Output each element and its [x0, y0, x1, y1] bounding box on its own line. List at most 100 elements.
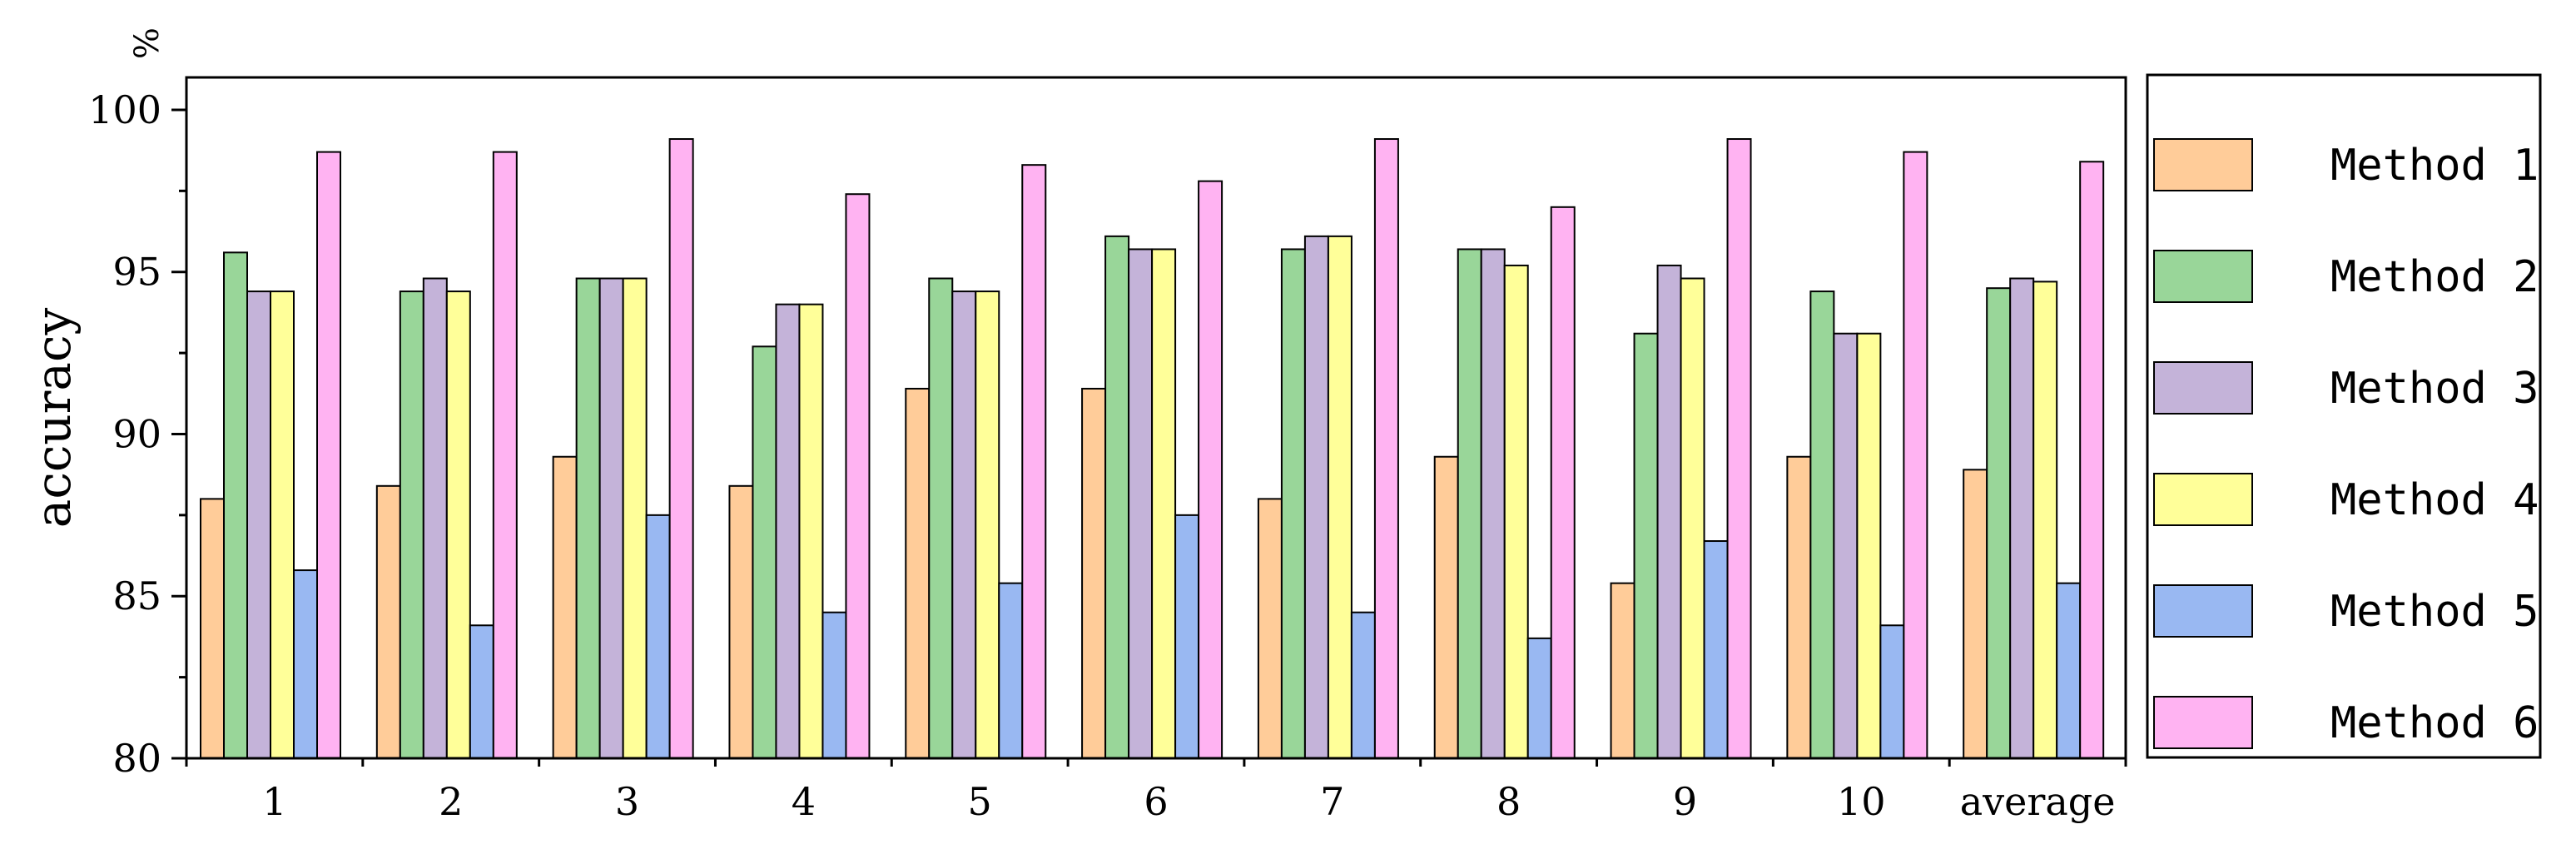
bar-method-4-1 — [270, 290, 295, 760]
bar-method-1-7 — [1257, 498, 1283, 760]
bar-method-4-average — [2033, 281, 2058, 759]
bar-method-5-average — [2056, 582, 2082, 760]
bar-method-1-9 — [1610, 582, 1635, 760]
bar-method-2-3 — [575, 277, 601, 759]
legend-label-3: Method 3 — [2330, 364, 2539, 414]
bar-method-4-6 — [1151, 248, 1177, 759]
y-tick-label: 95 — [112, 250, 161, 295]
legend-label-2: Method 2 — [2330, 252, 2539, 302]
x-tick-label: 4 — [792, 779, 816, 824]
x-tick-label: 6 — [1144, 779, 1168, 824]
bar-method-2-5 — [928, 277, 954, 759]
x-tick-label: average — [1960, 779, 2116, 824]
bar-method-5-10 — [1879, 624, 1905, 759]
bar-method-2-6 — [1104, 235, 1130, 760]
bar-method-1-5 — [905, 387, 931, 759]
bar-method-4-5 — [975, 290, 1000, 760]
bar-method-4-2 — [445, 290, 471, 760]
bar-method-4-10 — [1856, 332, 1882, 759]
y-axis-label: accuracy — [25, 308, 82, 529]
legend: Method 1 Method 2 Method 3 Method 4 Method 5… — [2146, 73, 2542, 759]
bar-method-2-8 — [1457, 248, 1482, 759]
x-tick-label: 1 — [262, 779, 286, 824]
legend-swatch-5 — [2153, 584, 2253, 638]
bar-method-5-6 — [1174, 514, 1200, 759]
bar-method-6-9 — [1726, 138, 1752, 759]
bar-method-1-4 — [728, 484, 754, 759]
bar-method-2-9 — [1633, 332, 1659, 759]
bar-method-1-6 — [1081, 387, 1107, 759]
legend-swatch-6 — [2153, 696, 2253, 749]
bar-method-3-10 — [1833, 332, 1859, 759]
y-axis: 80 85 90 95 100 — [88, 87, 186, 781]
x-axis: 1 2 3 4 5 6 7 8 9 10 average — [185, 758, 2127, 824]
bar-method-6-5 — [1021, 164, 1047, 759]
bar-method-3-7 — [1303, 235, 1329, 760]
bar-method-2-1 — [223, 251, 248, 760]
bar-method-4-7 — [1327, 235, 1353, 760]
bar-method-6-7 — [1373, 138, 1399, 759]
legend-label-4: Method 4 — [2330, 475, 2539, 525]
bar-method-1-3 — [552, 455, 578, 759]
bar-method-6-8 — [1550, 206, 1576, 760]
bar-method-4-9 — [1680, 277, 1705, 759]
bar-method-1-average — [1963, 469, 1988, 759]
bar-method-5-1 — [293, 569, 318, 759]
bar-method-3-5 — [951, 290, 977, 760]
bar-method-2-7 — [1280, 248, 1306, 759]
y-tick-label: 100 — [88, 87, 161, 132]
y-tick-label: 90 — [112, 411, 161, 456]
bar-method-4-4 — [798, 303, 824, 759]
legend-swatch-2 — [2153, 250, 2253, 303]
bar-method-3-8 — [1480, 248, 1506, 759]
bar-method-4-8 — [1503, 264, 1529, 759]
bar-method-6-6 — [1198, 180, 1223, 759]
bar-method-1-8 — [1433, 455, 1459, 759]
bar-method-3-average — [2009, 277, 2035, 759]
bar-method-5-5 — [998, 582, 1024, 760]
bar-method-2-average — [1986, 287, 2012, 759]
bar-method-6-4 — [845, 193, 871, 759]
legend-swatch-4 — [2153, 473, 2253, 526]
legend-swatch-3 — [2153, 361, 2253, 415]
bar-method-3-3 — [598, 277, 624, 759]
bar-method-4-3 — [622, 277, 648, 759]
bar-method-2-10 — [1809, 290, 1835, 760]
bar-method-6-average — [2079, 161, 2105, 759]
x-tick-label: 5 — [968, 779, 992, 824]
bars-group — [200, 138, 2105, 760]
y-tick-label: 80 — [112, 736, 161, 781]
plot-frame — [185, 76, 2127, 760]
legend-frame — [2146, 73, 2542, 759]
x-tick-label: 3 — [615, 779, 639, 824]
bar-method-1-1 — [200, 498, 225, 760]
bar-method-3-2 — [422, 277, 448, 759]
bar-method-3-9 — [1656, 264, 1682, 759]
bar-method-6-10 — [1903, 151, 1928, 760]
bar-method-5-3 — [645, 514, 671, 759]
bar-method-6-1 — [316, 151, 341, 760]
bar-method-5-7 — [1350, 611, 1376, 760]
bar-method-2-2 — [399, 290, 424, 760]
bar-method-3-1 — [246, 290, 271, 760]
x-tick-label: 8 — [1496, 779, 1521, 824]
x-tick-label: 9 — [1673, 779, 1697, 824]
legend-label-5: Method 5 — [2330, 587, 2539, 637]
bar-method-5-9 — [1703, 540, 1729, 759]
x-tick-label: 7 — [1320, 779, 1344, 824]
bar-method-1-2 — [375, 484, 401, 759]
bar-method-5-2 — [469, 624, 494, 759]
bar-method-1-10 — [1786, 455, 1812, 759]
x-tick-label: 2 — [439, 779, 463, 824]
bar-method-3-6 — [1128, 248, 1154, 759]
legend-swatch-1 — [2153, 138, 2253, 191]
bar-method-2-4 — [752, 345, 777, 759]
bar-method-5-8 — [1526, 637, 1552, 760]
legend-label-6: Method 6 — [2330, 698, 2539, 748]
legend-label-1: Method 1 — [2330, 141, 2539, 191]
bar-method-5-4 — [821, 611, 847, 760]
bar-method-3-4 — [775, 303, 801, 759]
y-tick-label: 85 — [112, 573, 161, 618]
x-tick-label: 10 — [1837, 779, 1886, 824]
